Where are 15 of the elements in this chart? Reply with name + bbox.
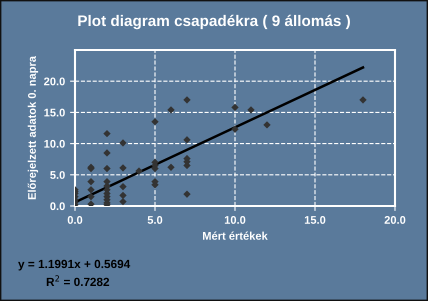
y-tick-label: 10.0 (44, 140, 65, 148)
x-tick-label: 5.0 (148, 216, 162, 224)
chart-title: Plot diagram csapadékra ( 9 állomás ) (78, 14, 350, 30)
x-tick-label: 0.0 (68, 216, 82, 224)
y-tick-label: 0.0 (50, 202, 65, 210)
y-tick-label: 15.0 (44, 108, 65, 117)
y-tick-label: 5.0 (50, 171, 65, 179)
y-axis-title: Előrejelzett adatok 0. napra (28, 56, 38, 200)
x-tick-label: 10.0 (224, 216, 246, 224)
x-tick-label: 20.0 (384, 216, 406, 224)
y-tick-label: 20.0 (44, 77, 65, 86)
x-tick-label: 15.0 (304, 216, 326, 224)
text: R$^{2}$ = 0.7282 (46, 275, 110, 286)
x-axis-title: Mért értékek (203, 232, 268, 240)
text: y = 1.1991x + 0.5694 (18, 260, 130, 271)
